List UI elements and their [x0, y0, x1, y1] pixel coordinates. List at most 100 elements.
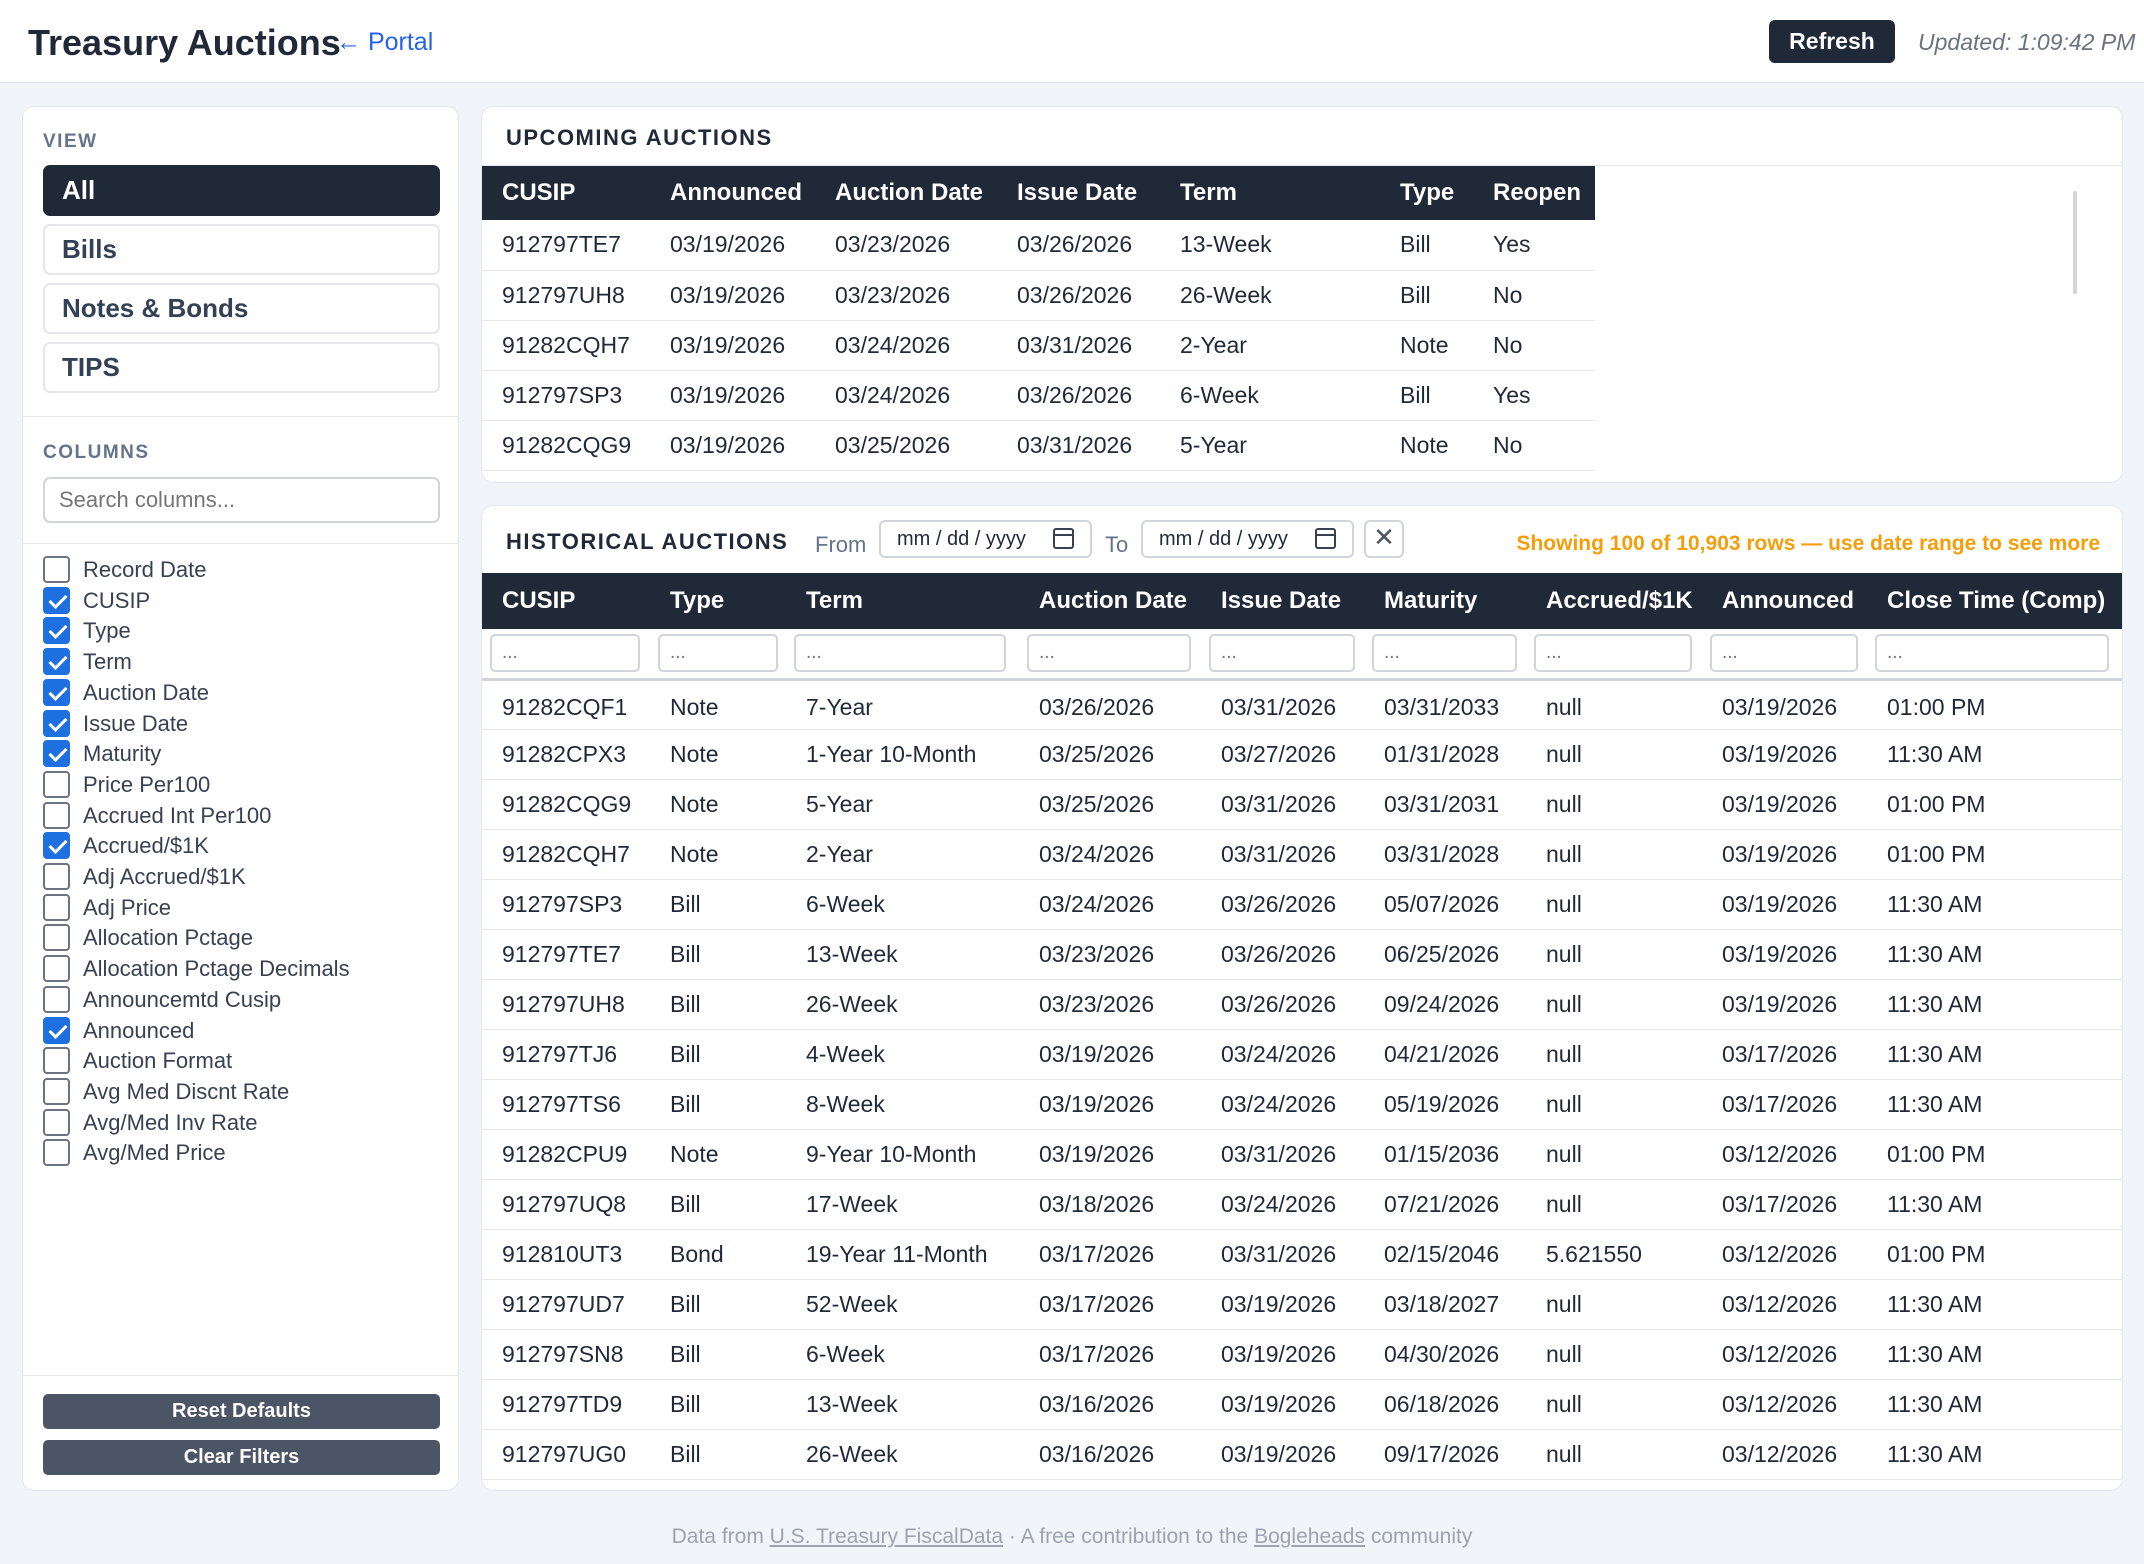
- column-header[interactable]: Term: [1160, 166, 1380, 220]
- column-checkbox[interactable]: [43, 709, 70, 737]
- column-checkbox[interactable]: [43, 832, 70, 860]
- column-checkbox[interactable]: [43, 556, 70, 583]
- table-row[interactable]: 912797TS6 Bill 8-Week 03/19/2026 03/24/2026 0…: [482, 1079, 2122, 1130]
- column-toggle[interactable]: Allocation Pctage Decimals: [43, 952, 443, 986]
- column-checkbox[interactable]: [43, 1047, 70, 1075]
- column-checkbox[interactable]: [43, 863, 70, 890]
- view-bills-button[interactable]: Bills: [43, 224, 440, 275]
- bogleheads-link[interactable]: Bogleheads: [1254, 1525, 1365, 1548]
- column-checkbox[interactable]: [43, 1139, 70, 1167]
- refresh-button[interactable]: Refresh: [1769, 20, 1895, 63]
- calendar-icon[interactable]: [1315, 528, 1336, 549]
- column-filter-input[interactable]: [1209, 634, 1355, 673]
- view-all-button[interactable]: All: [43, 165, 440, 216]
- column-filter-input[interactable]: [794, 634, 1006, 673]
- column-toggle[interactable]: Term: [43, 645, 443, 679]
- calendar-icon[interactable]: [1053, 528, 1074, 549]
- column-checkbox[interactable]: [43, 740, 70, 768]
- column-filter-input[interactable]: [1875, 634, 2110, 673]
- column-toggle[interactable]: Auction Date: [43, 676, 443, 710]
- column-filter-input[interactable]: [1027, 634, 1191, 673]
- table-row[interactable]: 912797TD9 Bill 13-Week 03/16/2026 03/19/2026…: [482, 1379, 2122, 1430]
- column-header[interactable]: Auction Date: [815, 166, 997, 220]
- column-toggle[interactable]: Adj Price: [43, 891, 443, 925]
- column-header[interactable]: Issue Date: [1201, 573, 1364, 629]
- column-toggle[interactable]: Accrued Int Per100: [43, 799, 443, 833]
- table-row[interactable]: 91282CQH7 Note 2-Year 03/24/2026 03/31/2026 0…: [482, 829, 2122, 880]
- column-checkbox[interactable]: [43, 1108, 70, 1136]
- column-checkbox[interactable]: [43, 1016, 70, 1044]
- table-row[interactable]: 912797UH8 03/19/2026 03/23/2026 03/26/2026 2…: [482, 270, 1595, 321]
- table-row[interactable]: 91282CPX3 Note 1-Year 10-Month 03/25/2026 03…: [482, 729, 2122, 780]
- column-header[interactable]: Close Time (Comp): [1867, 573, 2122, 629]
- column-checkbox[interactable]: [43, 586, 70, 614]
- table-row[interactable]: 912797SN8 Bill 6-Week 03/17/2026 03/19/2026 0…: [482, 1329, 2122, 1380]
- table-row[interactable]: 912797SP3 Bill 6-Week 03/24/2026 03/26/2026 0…: [482, 879, 2122, 930]
- column-toggle[interactable]: CUSIP: [43, 584, 443, 618]
- column-toggle[interactable]: Record Date: [43, 553, 443, 587]
- table-row[interactable]: 91282CQG9 03/19/2026 03/25/2026 03/31/2026 5…: [482, 420, 1595, 471]
- column-toggle[interactable]: Announcemtd Cusip: [43, 983, 443, 1017]
- column-filter-input[interactable]: [658, 634, 779, 673]
- table-row[interactable]: 912797UG0 Bill 26-Week 03/16/2026 03/19/2026…: [482, 1429, 2122, 1480]
- column-filter-input[interactable]: [1534, 634, 1692, 673]
- column-checkbox[interactable]: [43, 801, 70, 829]
- column-checkbox[interactable]: [43, 678, 70, 706]
- column-checkbox[interactable]: [43, 955, 70, 983]
- column-header[interactable]: Type: [650, 573, 786, 629]
- column-toggle[interactable]: Avg Med Discnt Rate: [43, 1075, 443, 1109]
- column-search-input[interactable]: [43, 477, 440, 523]
- table-row[interactable]: 912797SP3 03/19/2026 03/24/2026 03/26/2026 6…: [482, 370, 1595, 421]
- table-row[interactable]: 912797UD7 Bill 52-Week 03/17/2026 03/19/2026…: [482, 1279, 2122, 1330]
- column-filter-input[interactable]: [1710, 634, 1858, 673]
- column-toggle[interactable]: Allocation Pctage: [43, 921, 443, 955]
- column-header[interactable]: Issue Date: [997, 166, 1160, 220]
- column-checkbox[interactable]: [43, 924, 70, 952]
- fiscaldata-link[interactable]: U.S. Treasury FiscalData: [769, 1525, 1004, 1548]
- column-checkbox[interactable]: [43, 648, 70, 676]
- table-row[interactable]: 91282CPU9 Note 9-Year 10-Month 03/19/2026 03…: [482, 1129, 2122, 1180]
- from-date-input[interactable]: mm / dd / yyyy: [879, 520, 1092, 558]
- table-row[interactable]: 91282CQG9 Note 5-Year 03/25/2026 03/31/2026 0…: [482, 779, 2122, 830]
- table-row[interactable]: 912797TE7 Bill 13-Week 03/23/2026 03/26/2026…: [482, 929, 2122, 980]
- column-header[interactable]: Maturity: [1364, 573, 1526, 629]
- column-toggle[interactable]: Auction Format: [43, 1044, 443, 1078]
- table-row[interactable]: 912797UH8 Bill 26-Week 03/23/2026 03/26/2026…: [482, 979, 2122, 1030]
- table-row[interactable]: 91282CQF1 Note 7-Year 03/26/2026 03/31/2026 0…: [482, 679, 2122, 730]
- upcoming-scrollbar[interactable]: [2073, 191, 2077, 294]
- column-checkbox[interactable]: [43, 893, 70, 921]
- column-toggle[interactable]: Price Per100: [43, 768, 443, 802]
- column-toggle[interactable]: Issue Date: [43, 707, 443, 741]
- column-header[interactable]: CUSIP: [482, 573, 650, 629]
- clear-date-button[interactable]: ✕: [1364, 520, 1404, 558]
- column-toggle[interactable]: Announced: [43, 1014, 443, 1048]
- column-toggle[interactable]: Adj Accrued/$1K: [43, 860, 443, 894]
- column-filter-input[interactable]: [490, 634, 641, 673]
- column-checkbox[interactable]: [43, 1077, 70, 1105]
- table-row[interactable]: 912797TJ6 Bill 4-Week 03/19/2026 03/24/2026 0…: [482, 1029, 2122, 1080]
- column-header[interactable]: Reopen: [1473, 166, 1595, 220]
- column-header[interactable]: CUSIP: [482, 166, 650, 220]
- column-header[interactable]: Term: [786, 573, 1019, 629]
- column-toggle[interactable]: Avg/Med Price: [43, 1136, 443, 1170]
- portal-link[interactable]: ← Portal: [336, 28, 434, 56]
- column-checkbox[interactable]: [43, 617, 70, 645]
- to-date-input[interactable]: mm / dd / yyyy: [1141, 520, 1354, 558]
- column-header[interactable]: Type: [1380, 166, 1473, 220]
- table-row[interactable]: 912797UQ8 Bill 17-Week 03/18/2026 03/24/2026…: [482, 1179, 2122, 1230]
- table-row[interactable]: 912810UT3 Bond 19-Year 11-Month 03/17/2026 0…: [482, 1229, 2122, 1280]
- column-checkbox[interactable]: [43, 985, 70, 1013]
- column-header[interactable]: Auction Date: [1019, 573, 1201, 629]
- column-checkbox[interactable]: [43, 770, 70, 798]
- clear-filters-button[interactable]: Clear Filters: [43, 1440, 440, 1475]
- column-toggle[interactable]: Avg/Med Inv Rate: [43, 1106, 443, 1140]
- column-toggle[interactable]: Maturity: [43, 737, 443, 771]
- column-toggle[interactable]: Type: [43, 614, 443, 648]
- column-header[interactable]: Accrued/$1K: [1526, 573, 1702, 629]
- column-filter-input[interactable]: [1372, 634, 1517, 673]
- view-tips-button[interactable]: TIPS: [43, 342, 440, 393]
- column-header[interactable]: Announced: [1702, 573, 1867, 629]
- table-row[interactable]: 91282CQH7 03/19/2026 03/24/2026 03/31/2026 2…: [482, 320, 1595, 371]
- column-header[interactable]: Announced: [650, 166, 815, 220]
- table-row[interactable]: 912797TE7 03/19/2026 03/23/2026 03/26/2026 1…: [482, 220, 1595, 271]
